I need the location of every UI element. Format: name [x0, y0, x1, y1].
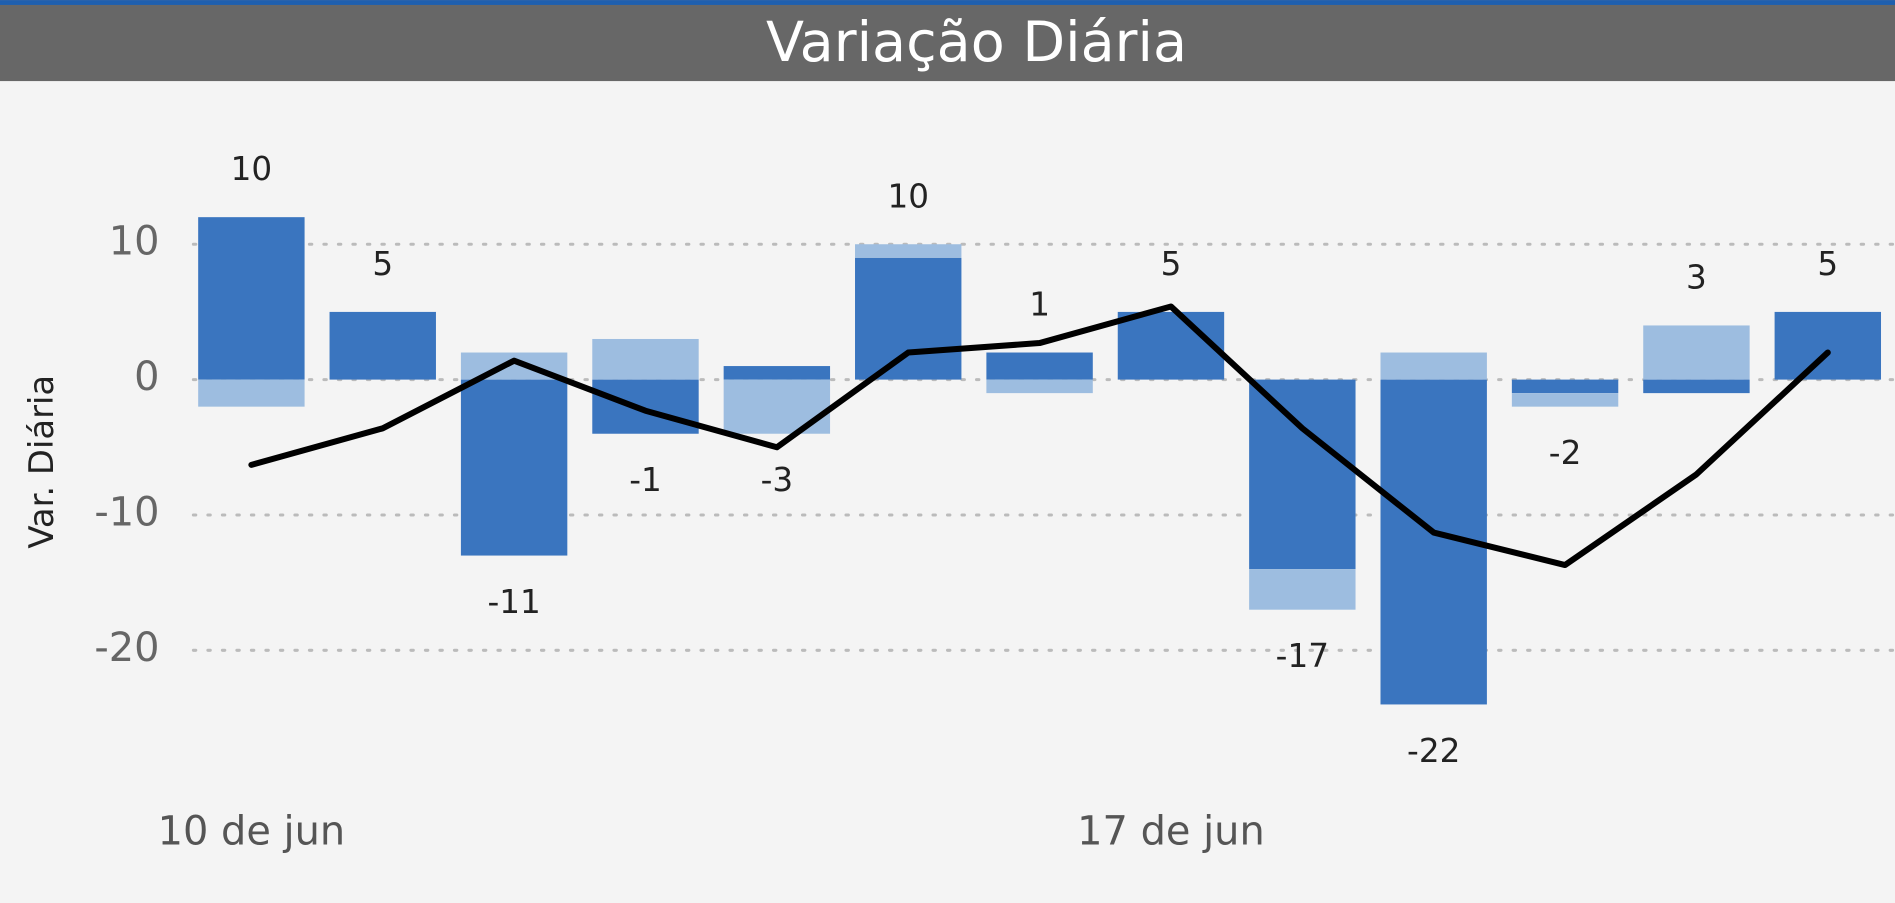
data-label: -17 [1276, 637, 1329, 675]
y-tick-label: 10 [109, 219, 160, 265]
bar-segment [1511, 393, 1619, 407]
y-tick-label: -10 [94, 489, 159, 535]
bar-segment [1117, 311, 1225, 380]
bar-segment [855, 244, 962, 258]
bar-segment [855, 257, 962, 380]
data-label: -3 [761, 461, 794, 499]
data-label: 5 [1161, 245, 1182, 283]
y-tick-label: 0 [134, 354, 159, 400]
bar-segment [986, 379, 1093, 394]
bar-segment [723, 366, 831, 380]
bar-segment [986, 352, 1093, 380]
data-label: -2 [1549, 434, 1582, 472]
bar-segment [1249, 569, 1356, 610]
bar-segment [1380, 352, 1487, 380]
data-label: -11 [487, 583, 540, 621]
chart-title: Variação Diária [766, 10, 1187, 75]
top-stripe [0, 0, 1895, 5]
data-label: 1 [1029, 286, 1050, 324]
data-label: 10 [887, 177, 929, 215]
bar-segment [1643, 325, 1750, 380]
bar-segment [592, 338, 699, 380]
title-bar [0, 0, 1895, 82]
data-label: 3 [1686, 259, 1707, 297]
line [248, 303, 1831, 569]
bar-segment [723, 379, 831, 434]
bar-segment [329, 311, 436, 380]
data-label: -22 [1407, 732, 1460, 770]
bar-segment [1511, 379, 1619, 394]
data-label: 10 [231, 150, 273, 188]
bar-segment [1643, 379, 1750, 394]
y-axis-title: Var. Diária [22, 375, 61, 549]
bar-segment [1774, 311, 1882, 380]
bar-segment [1249, 379, 1356, 570]
bar-segment [198, 379, 305, 407]
data-label: -1 [629, 461, 662, 499]
bar-segment [460, 379, 568, 556]
data-label: 5 [1817, 245, 1838, 283]
data-label: 5 [372, 245, 393, 283]
y-tick-label: -20 [94, 625, 159, 671]
bar-segment [198, 217, 305, 380]
x-tick-label: 17 de jun [1077, 809, 1265, 855]
bar-segment [592, 379, 699, 434]
x-tick-label: 10 de jun [158, 809, 346, 855]
